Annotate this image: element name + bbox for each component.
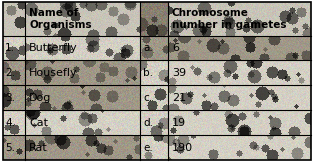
Text: Cat: Cat xyxy=(29,118,48,128)
Text: 21: 21 xyxy=(172,93,186,103)
Text: 190: 190 xyxy=(172,143,193,153)
Text: Chromosome
number in gametes: Chromosome number in gametes xyxy=(172,8,286,30)
Text: b.: b. xyxy=(143,68,153,78)
Text: 19: 19 xyxy=(172,118,186,128)
Text: Name of
Organisms: Name of Organisms xyxy=(29,8,92,30)
Text: Dog: Dog xyxy=(29,93,51,103)
Text: e.: e. xyxy=(143,143,153,153)
Text: 5.: 5. xyxy=(5,143,15,153)
Text: 39: 39 xyxy=(172,68,186,78)
Text: Butterfly: Butterfly xyxy=(29,43,78,53)
Text: d.: d. xyxy=(143,118,153,128)
Text: Housefly: Housefly xyxy=(29,68,78,78)
Text: 6: 6 xyxy=(172,43,179,53)
Text: 3.: 3. xyxy=(5,93,15,103)
Text: 4.: 4. xyxy=(5,118,15,128)
Text: 2.: 2. xyxy=(5,68,15,78)
Text: 1.: 1. xyxy=(5,43,15,53)
Text: a.: a. xyxy=(143,43,153,53)
Text: Rat: Rat xyxy=(29,143,48,153)
Text: c.: c. xyxy=(143,93,152,103)
